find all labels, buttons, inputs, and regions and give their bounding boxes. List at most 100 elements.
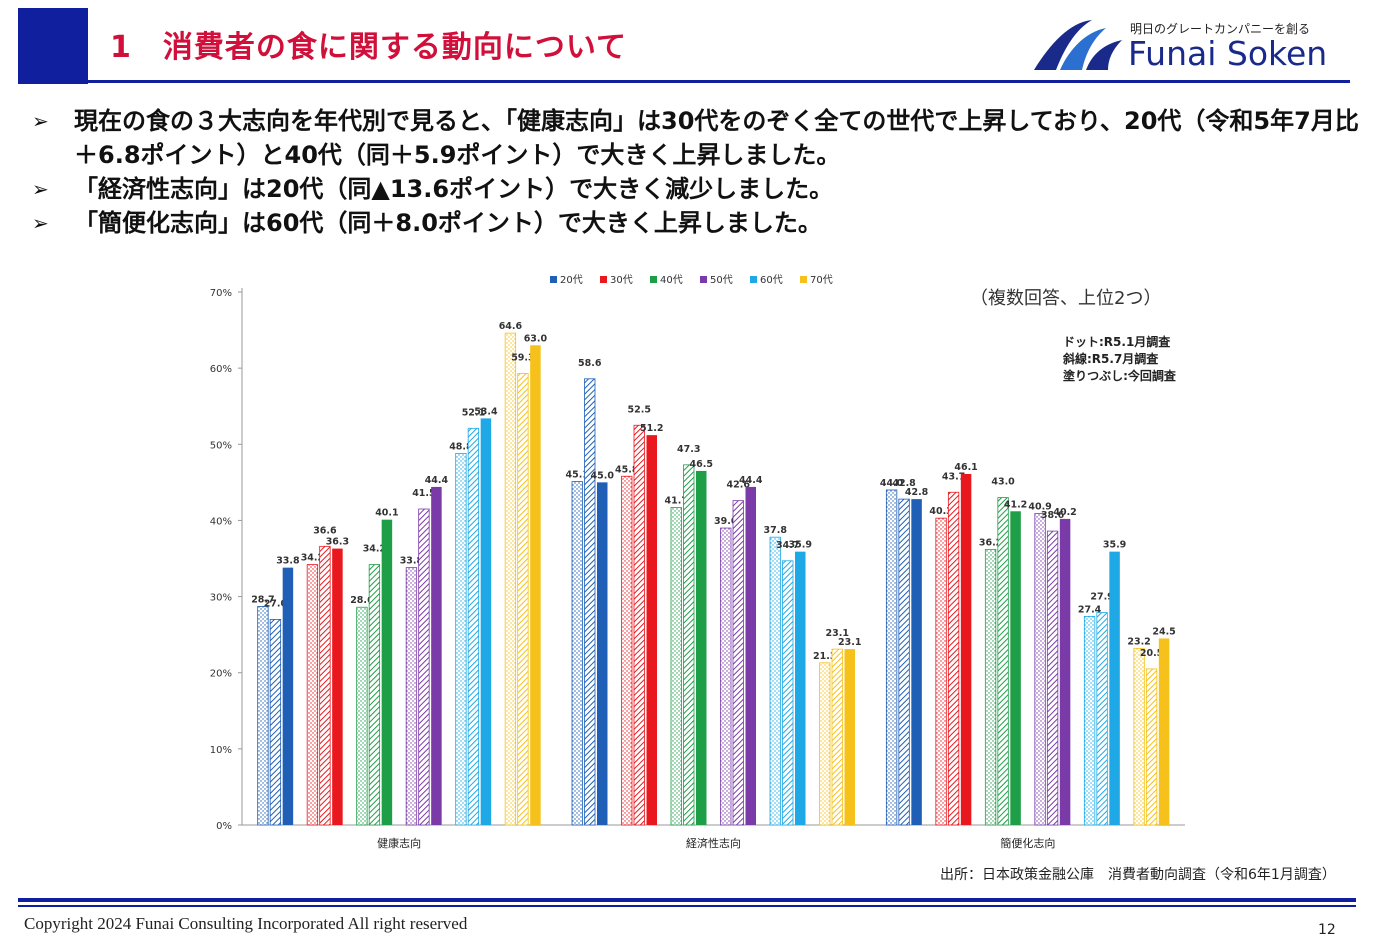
legend-label: 60代	[760, 274, 783, 286]
x-category-label: 健康志向	[377, 836, 421, 850]
chart-note-line: ドット:R5.1月調査	[1063, 334, 1171, 349]
bar-value-label: 59.3	[511, 352, 534, 363]
bar	[418, 508, 430, 826]
bullet-item: ➢ 「簡便化志向」は60代（同＋8.0ポイント）で大きく上昇しました。	[32, 206, 1372, 240]
bar	[621, 475, 633, 826]
bar	[368, 564, 381, 826]
bar	[332, 548, 343, 825]
bar	[947, 491, 960, 826]
bar-value-label: 33.8	[276, 556, 300, 567]
chart-note-line: 斜線:R5.7月調査	[1062, 351, 1159, 366]
bar-value-label: 40.9	[1028, 502, 1051, 513]
bullet-item: ➢ 現在の食の３大志向を年代別で見ると、「健康志向」は30代をのぞく全ての世代で…	[32, 104, 1372, 172]
bar-value-label: 23.1	[838, 637, 861, 648]
bar-value-label: 20.5	[1140, 648, 1163, 659]
page-number: 12	[1318, 922, 1336, 938]
bar-value-label: 41.7	[665, 495, 688, 506]
bar	[1158, 638, 1170, 825]
bar	[670, 507, 682, 826]
bar	[769, 536, 781, 826]
legend-swatch	[550, 276, 557, 283]
source-note: 出所：日本政策金融公庫 消費者動向調査（令和6年1月調査）	[940, 867, 1336, 883]
bullet-list: ➢ 現在の食の３大志向を年代別で見ると、「健康志向」は30代をのぞく全ての世代で…	[32, 104, 1372, 240]
bar	[633, 424, 645, 826]
bar-value-label: 43.7	[942, 471, 965, 482]
bar-value-label: 27.0	[264, 598, 288, 609]
bar-value-label: 33.8	[400, 556, 424, 567]
bullet-text: 「経済性志向」は20代（同▲13.6ポイント）で大きく減少しました。	[74, 175, 834, 203]
bar	[282, 567, 294, 825]
bar	[1109, 551, 1120, 825]
bar-value-label: 39.0	[714, 516, 738, 527]
bar	[745, 486, 756, 825]
x-category-label: 簡便化志向	[1000, 836, 1055, 850]
bar	[597, 482, 608, 825]
bar	[1133, 647, 1145, 826]
bar-value-label: 34.2	[363, 544, 386, 555]
bar	[844, 649, 855, 825]
bar	[571, 481, 583, 826]
arrow-bullet-icon: ➢	[32, 109, 49, 133]
bar-value-label: 23.1	[826, 628, 849, 639]
bar	[997, 497, 1009, 826]
bar-value-label: 40.1	[375, 508, 398, 519]
bar-value-label: 44.4	[739, 475, 763, 486]
bar-value-label: 27.9	[1090, 592, 1113, 603]
bar	[1010, 511, 1021, 825]
bar-value-label: 40.2	[1053, 507, 1076, 518]
company-logo: 明日のグレートカンパニーを創る Funai Soken	[1030, 12, 1360, 76]
bar	[831, 648, 843, 826]
bar	[732, 500, 744, 826]
bar-value-label: 36.6	[313, 525, 337, 536]
bar-value-label: 47.3	[677, 444, 700, 455]
bar	[885, 489, 898, 826]
bar	[1059, 518, 1071, 825]
bar-value-label: 52.1	[462, 407, 485, 418]
bar-value-label: 41.2	[1004, 499, 1027, 510]
header-divider	[88, 80, 1350, 83]
bar-value-label: 42.8	[892, 478, 916, 489]
bar-value-label: 40.3	[929, 506, 952, 517]
age-group-bar-chart: 0% 10% 20% 30% 40% 50% 60% 70% 20代 30代 40代 50代 60代 70…	[210, 274, 1185, 850]
bar-value-label: 46.5	[690, 459, 713, 470]
bar	[898, 498, 910, 826]
bar	[1034, 513, 1046, 826]
bar	[683, 464, 695, 826]
bar-value-label: 43.0	[991, 477, 1015, 488]
bar	[306, 564, 319, 826]
chart-note-line: 塗りつぶし:今回調査	[1063, 368, 1177, 383]
bar	[819, 662, 831, 826]
bar	[431, 486, 442, 825]
legend-swatch	[750, 276, 757, 283]
bar-value-label: 42.6	[727, 480, 751, 491]
bar-value-label: 53.4	[474, 406, 498, 417]
bar	[480, 418, 492, 825]
bar-value-label: 58.6	[578, 358, 602, 369]
copyright-text: Copyright 2024 Funai Consulting Incorpor…	[24, 914, 468, 933]
bar-value-label: 24.5	[1152, 626, 1175, 637]
bar-value-label: 52.5	[628, 404, 651, 415]
bullet-text: 「簡便化志向」は60代（同＋8.0ポイント）で大きく上昇しました。	[74, 209, 822, 237]
bar-value-label: 64.6	[499, 321, 523, 332]
y-tick-label: 70%	[210, 288, 232, 299]
legend-swatch	[800, 276, 807, 283]
bar	[467, 427, 480, 826]
legend-swatch	[650, 276, 657, 283]
bar-value-label: 35.9	[1103, 540, 1126, 551]
bar	[1145, 668, 1158, 826]
bar	[1046, 530, 1059, 826]
y-tick-label: 10%	[210, 745, 232, 756]
y-tick-label: 20%	[210, 669, 232, 680]
legend-label: 50代	[710, 274, 733, 286]
bar-value-label: 36.2	[979, 537, 1002, 548]
bar-value-label: 36.3	[326, 537, 349, 548]
x-category-label: 経済性志向	[686, 836, 741, 850]
legend-label: 70代	[810, 274, 833, 286]
bar-value-label: 45.0	[591, 470, 615, 481]
wave-logo-icon	[1034, 20, 1122, 70]
bar-value-label: 51.2	[640, 423, 663, 434]
legend-swatch	[600, 276, 607, 283]
bar	[1083, 615, 1096, 826]
bar-value-label: 38.6	[1041, 510, 1065, 521]
bar-value-label: 34.7	[776, 540, 799, 551]
